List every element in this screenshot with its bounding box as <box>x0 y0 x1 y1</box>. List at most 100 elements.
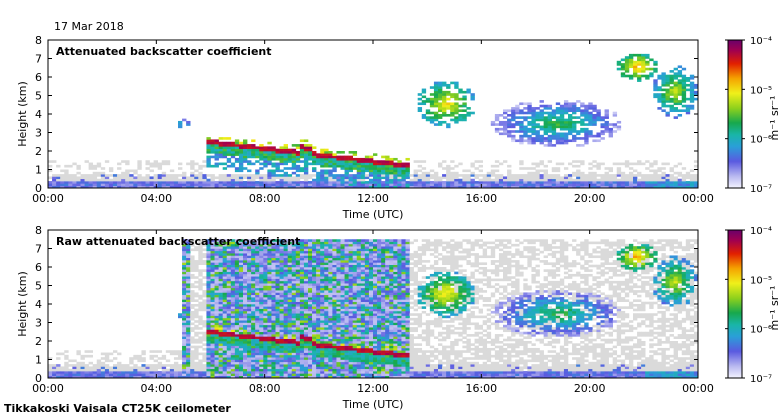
heatmap-cell <box>214 352 219 356</box>
heatmap-cell <box>210 315 215 319</box>
heatmap-cell <box>612 181 618 184</box>
noise-cell <box>486 176 492 180</box>
heatmap-cell <box>279 301 284 305</box>
heatmap-cell <box>255 299 260 302</box>
heatmap-cell <box>344 357 349 360</box>
heatmap-cell <box>230 155 236 159</box>
heatmap-cell <box>279 241 284 245</box>
heatmap-cell <box>210 304 215 307</box>
noise-cell <box>68 368 73 372</box>
heatmap-cell <box>182 331 187 335</box>
heatmap-cell <box>316 241 321 245</box>
heatmap-cell <box>267 292 272 296</box>
heatmap-cell <box>117 373 122 376</box>
heatmap-cell <box>291 167 297 170</box>
heatmap-cell <box>413 174 418 177</box>
noise-cell <box>52 174 57 177</box>
heatmap-cell <box>612 111 618 115</box>
heatmap-cell <box>344 155 349 159</box>
heatmap-cell <box>291 290 297 293</box>
heatmap-cell <box>141 183 146 186</box>
heatmap-cell <box>332 301 337 305</box>
heatmap-cell <box>429 100 435 103</box>
heatmap-cell <box>218 336 223 339</box>
noise-cell <box>125 176 130 180</box>
heatmap-cell <box>271 299 276 302</box>
noise-cell <box>92 176 98 180</box>
heatmap-cell <box>64 185 69 188</box>
heatmap-cell <box>198 375 203 378</box>
heatmap-cell <box>328 280 333 284</box>
heatmap-cell <box>519 139 524 143</box>
heatmap-cell <box>348 373 353 376</box>
noise-cell <box>649 178 654 182</box>
heatmap-cell <box>515 123 520 126</box>
heatmap-cell <box>303 336 309 339</box>
heatmap-cell <box>84 181 89 184</box>
heatmap-cell <box>568 125 573 129</box>
noise-cell <box>539 160 544 163</box>
heatmap-cell <box>340 157 345 161</box>
heatmap-cell <box>243 297 248 300</box>
heatmap-cell <box>234 267 240 270</box>
heatmap-cell <box>226 373 232 376</box>
heatmap-cell <box>685 107 691 110</box>
heatmap-cell <box>247 160 252 163</box>
heatmap-cell <box>190 368 195 372</box>
heatmap-cell <box>271 368 276 372</box>
heatmap-cell <box>324 310 329 314</box>
heatmap-cell <box>247 257 252 261</box>
heatmap-cell <box>332 327 337 330</box>
heatmap-cell <box>230 352 236 356</box>
heatmap-cell <box>255 287 260 291</box>
heatmap-cell <box>263 148 268 152</box>
heatmap-cell <box>653 93 658 96</box>
heatmap-cell <box>267 151 272 154</box>
heatmap-cell <box>56 183 61 186</box>
heatmap-cell <box>206 297 211 300</box>
heatmap-cell <box>125 373 130 376</box>
heatmap-cell <box>222 257 228 261</box>
heatmap-cell <box>336 345 341 349</box>
heatmap-cell <box>202 181 207 184</box>
heatmap-cell <box>287 257 293 261</box>
heatmap-cell <box>555 137 561 140</box>
noise-cell <box>555 162 561 166</box>
heatmap-cell <box>519 137 524 140</box>
heatmap-cell <box>251 341 256 344</box>
heatmap-cell <box>332 320 337 323</box>
heatmap-cell <box>312 315 317 319</box>
noise-cell <box>194 368 199 372</box>
heatmap-cell <box>255 301 260 305</box>
noise-cell <box>543 171 548 175</box>
heatmap-cell <box>279 310 284 314</box>
heatmap-cell <box>604 109 609 112</box>
noise-cell <box>474 160 479 163</box>
heatmap-cell <box>243 354 248 358</box>
heatmap-cell <box>283 294 288 298</box>
heatmap-cell <box>446 93 451 96</box>
heatmap-cell <box>295 334 301 337</box>
heatmap-cell <box>230 320 236 323</box>
heatmap-cell <box>308 322 313 326</box>
heatmap-cell <box>588 120 593 124</box>
heatmap-cell <box>693 185 698 188</box>
heatmap-cell <box>251 276 256 279</box>
heatmap-cell <box>689 86 695 89</box>
noise-cell <box>88 176 93 180</box>
heatmap-cell <box>324 297 329 300</box>
noise-cell <box>194 262 199 265</box>
heatmap-cell <box>312 357 317 360</box>
heatmap-cell <box>389 185 394 188</box>
heatmap-cell <box>182 118 187 122</box>
heatmap-cell <box>238 262 244 265</box>
heatmap-cell <box>259 375 264 378</box>
heatmap-cell <box>340 324 345 328</box>
heatmap-cell <box>194 371 199 374</box>
heatmap-cell <box>279 148 284 152</box>
heatmap-cell <box>531 109 536 112</box>
noise-cell <box>677 171 683 175</box>
noise-cell <box>653 176 658 180</box>
noise-cell <box>104 160 110 163</box>
noise-cell <box>628 162 634 166</box>
